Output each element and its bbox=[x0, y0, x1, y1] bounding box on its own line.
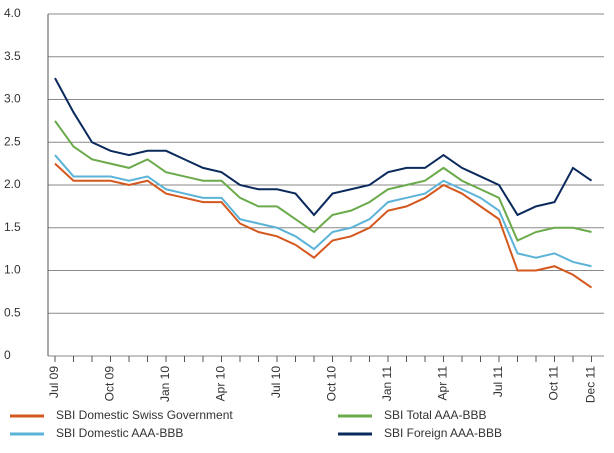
y-tick-label: 0.5 bbox=[4, 305, 21, 319]
legend-label: SBI Total AAA-BBB bbox=[384, 408, 487, 422]
y-tick-label: 2.0 bbox=[4, 177, 21, 191]
y-tick-label: 1.0 bbox=[4, 263, 21, 277]
legend-label: SBI Foreign AAA-BBB bbox=[384, 426, 502, 440]
x-tick-label: Jan 10 bbox=[158, 366, 172, 402]
x-tick-label: Apr 11 bbox=[436, 366, 450, 401]
x-tick-label: Jul 09 bbox=[47, 366, 61, 398]
legend-label: SBI Domestic AAA-BBB bbox=[56, 426, 183, 440]
y-tick-label: 3.5 bbox=[4, 49, 21, 63]
y-tick-label: 3.0 bbox=[4, 92, 21, 106]
series-line bbox=[54, 162, 593, 289]
x-tick-label: Jan 11 bbox=[380, 366, 394, 401]
series-line bbox=[54, 77, 593, 217]
y-tick-label: 4.0 bbox=[4, 6, 21, 20]
y-tick-label: 1.5 bbox=[4, 220, 21, 234]
x-tick-label: Dec 11 bbox=[584, 366, 598, 403]
series-line bbox=[54, 154, 592, 268]
x-tick-label: Oct 10 bbox=[325, 366, 339, 402]
x-tick-label: Apr 10 bbox=[214, 366, 228, 402]
x-tick-label: Oct 09 bbox=[103, 366, 117, 402]
x-tick-label: Jul 11 bbox=[491, 366, 505, 397]
legend-label: SBI Domestic Swiss Government bbox=[56, 408, 233, 422]
y-tick-label: 0 bbox=[4, 348, 11, 362]
x-tick-label: Jul 10 bbox=[269, 366, 283, 398]
series-line bbox=[54, 120, 592, 242]
x-tick-label: Oct 11 bbox=[547, 366, 561, 401]
y-tick-label: 2.5 bbox=[4, 134, 21, 148]
